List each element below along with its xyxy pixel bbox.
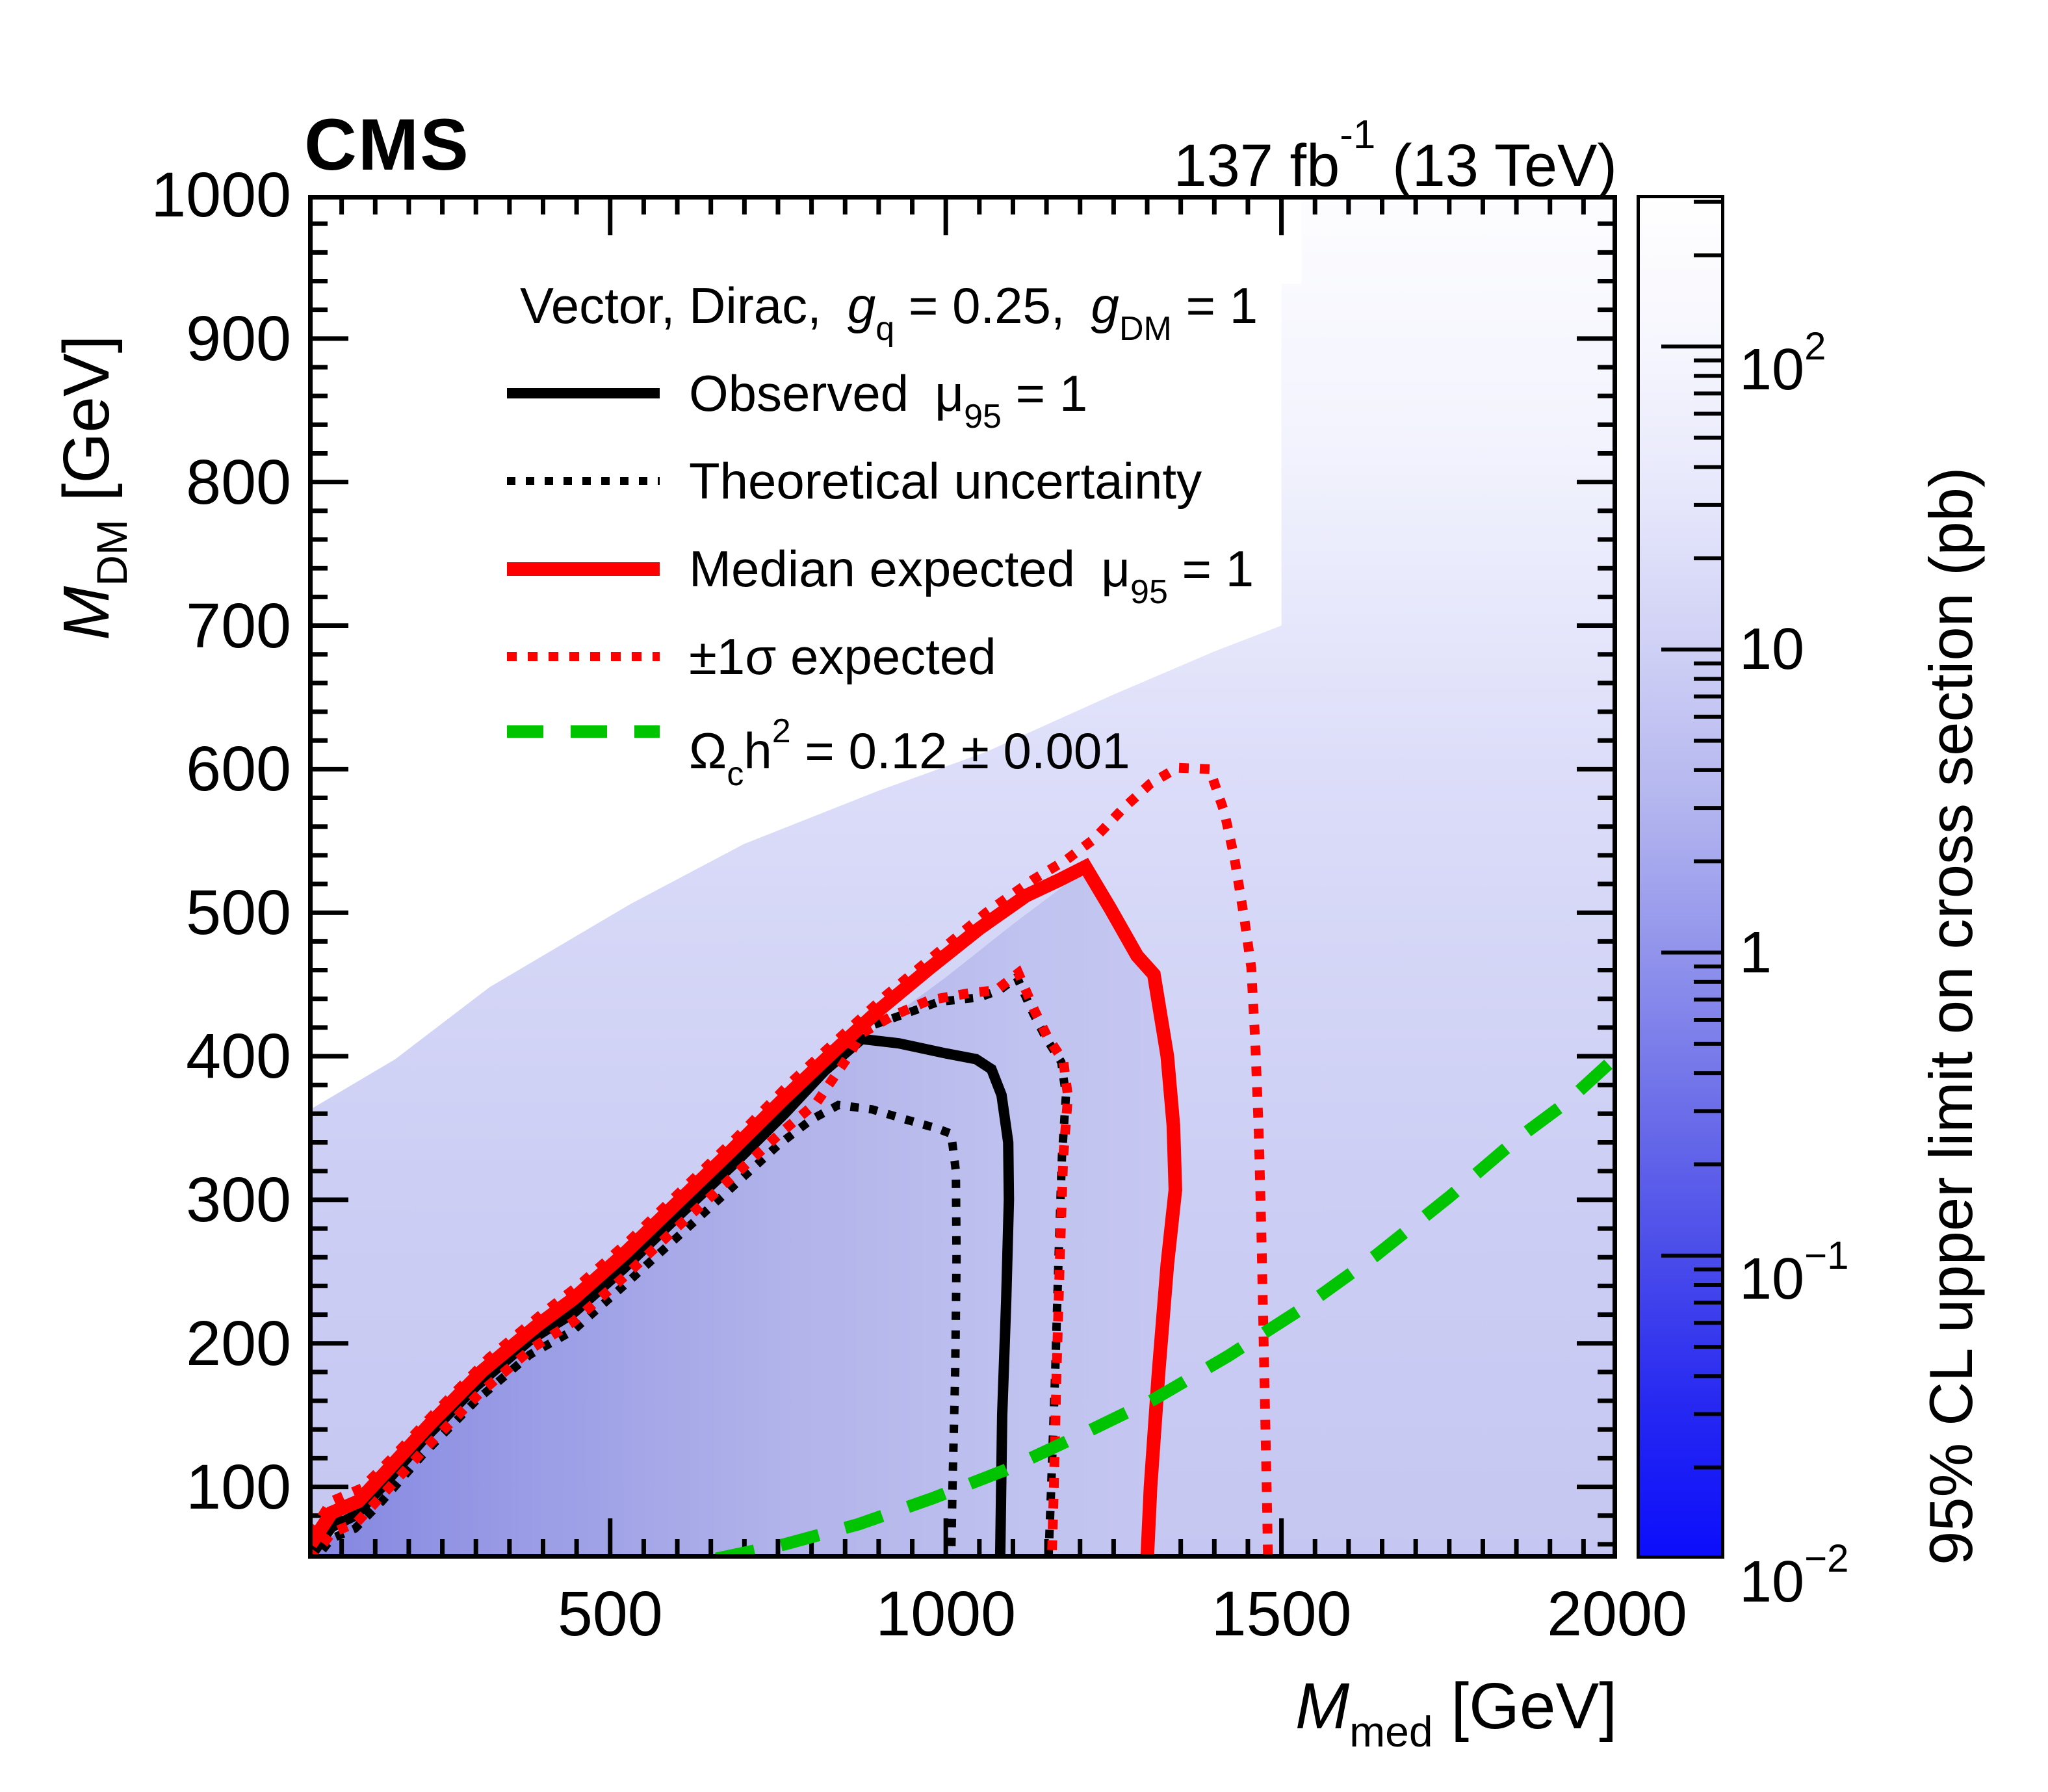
- z-tick-label: 102: [1739, 324, 1826, 403]
- experiment-label: CMS: [304, 104, 470, 185]
- legend-row-green-dashed: Ωch2 = 0.12 ± 0.001: [0, 692, 2048, 793]
- x-tick-label-1500: 1500: [1211, 1578, 1352, 1649]
- y-tick-label-200: 200: [186, 1307, 291, 1379]
- x-tick-label-500: 500: [557, 1578, 663, 1649]
- y-tick-label-800: 800: [186, 446, 291, 517]
- legend-sample-black-solid: [507, 388, 660, 398]
- legend-row-red-solid: Median expected μ95 = 1: [0, 530, 2048, 611]
- legend-sample-red-solid: [507, 562, 660, 576]
- legend-label: ±1σ expected: [689, 628, 996, 685]
- x-title-unit: [GeV]: [1432, 1670, 1617, 1743]
- energy-value: (13 TeV): [1375, 133, 1617, 199]
- contour-expected_minus_1sigma: [308, 965, 1073, 1559]
- contour-relic_density: [715, 1052, 1617, 1559]
- legend-sample-green-dashed: [507, 725, 660, 738]
- lumi-value: 137 fb: [1173, 133, 1340, 199]
- plot-frame: [308, 195, 1617, 1559]
- y-tick-label-600: 600: [186, 733, 291, 805]
- colorbar: [1637, 195, 1724, 1559]
- x-tick-label-2000: 2000: [1547, 1578, 1687, 1649]
- legend-label: Ωch2 = 0.12 ± 0.001: [689, 712, 1130, 793]
- colorbar-ticks: [1661, 200, 1723, 1559]
- y-tick-label-1000: 1000: [151, 159, 291, 230]
- contour-theory_uncertainty_upper: [308, 970, 1070, 1559]
- x-tick-label-1000: 1000: [875, 1578, 1017, 1649]
- contour-theory_uncertainty_lower: [309, 1100, 961, 1559]
- heatmap-region-offshell-white-wedge: [308, 195, 1282, 1111]
- y-tick-label-900: 900: [186, 302, 291, 374]
- legend-title-row: Vector, Dirac, gq = 0.25, gDM = 1: [0, 266, 2048, 348]
- z-tick-label: 1: [1739, 920, 1772, 985]
- x-title-symbol: M: [1295, 1670, 1350, 1743]
- x-title-subscript: med: [1349, 1708, 1433, 1756]
- legend-row-black-dotted: Theoretical uncertainty: [0, 442, 2048, 520]
- plot-area: [308, 195, 1617, 1559]
- y-tick-label-400: 400: [186, 1020, 291, 1092]
- heatmap-region-onshell-dark-wedge: [308, 869, 1176, 1559]
- z-tick-label: 10−1: [1739, 1233, 1849, 1312]
- legend-row-black-solid: Observed μ95 = 1: [0, 354, 2048, 435]
- legend-row-red-dotted: ±1σ expected: [0, 617, 2048, 695]
- y-tick-label-300: 300: [186, 1163, 291, 1235]
- legend-label: Observed μ95 = 1: [689, 365, 1088, 435]
- colorbar-gradient: [1637, 195, 1723, 1559]
- legend-title: Vector, Dirac, gq = 0.25, gDM = 1: [520, 277, 1258, 348]
- lumi-exponent: -1: [1340, 112, 1376, 157]
- heatmap-region-top-white-step-1: [1194, 195, 1302, 284]
- luminosity-label: 137 fb-1 (13 TeV): [1173, 112, 1617, 200]
- z-tick-label: 10: [1739, 617, 1805, 682]
- legend-sample-red-dotted: [507, 652, 660, 661]
- y-tick-label-700: 700: [186, 590, 291, 661]
- y-tick-label-100: 100: [186, 1451, 291, 1522]
- legend-label: Median expected μ95 = 1: [689, 540, 1254, 611]
- legend-sample-black-dotted: [507, 477, 660, 485]
- contour-expected_plus_1sigma: [308, 762, 1273, 1559]
- y-tick-label-500: 500: [186, 877, 291, 948]
- z-tick-label: 10−2: [1739, 1537, 1849, 1615]
- legend-label: Theoretical uncertainty: [689, 452, 1202, 510]
- x-axis-title: Mmed [GeV]: [1295, 1669, 1617, 1756]
